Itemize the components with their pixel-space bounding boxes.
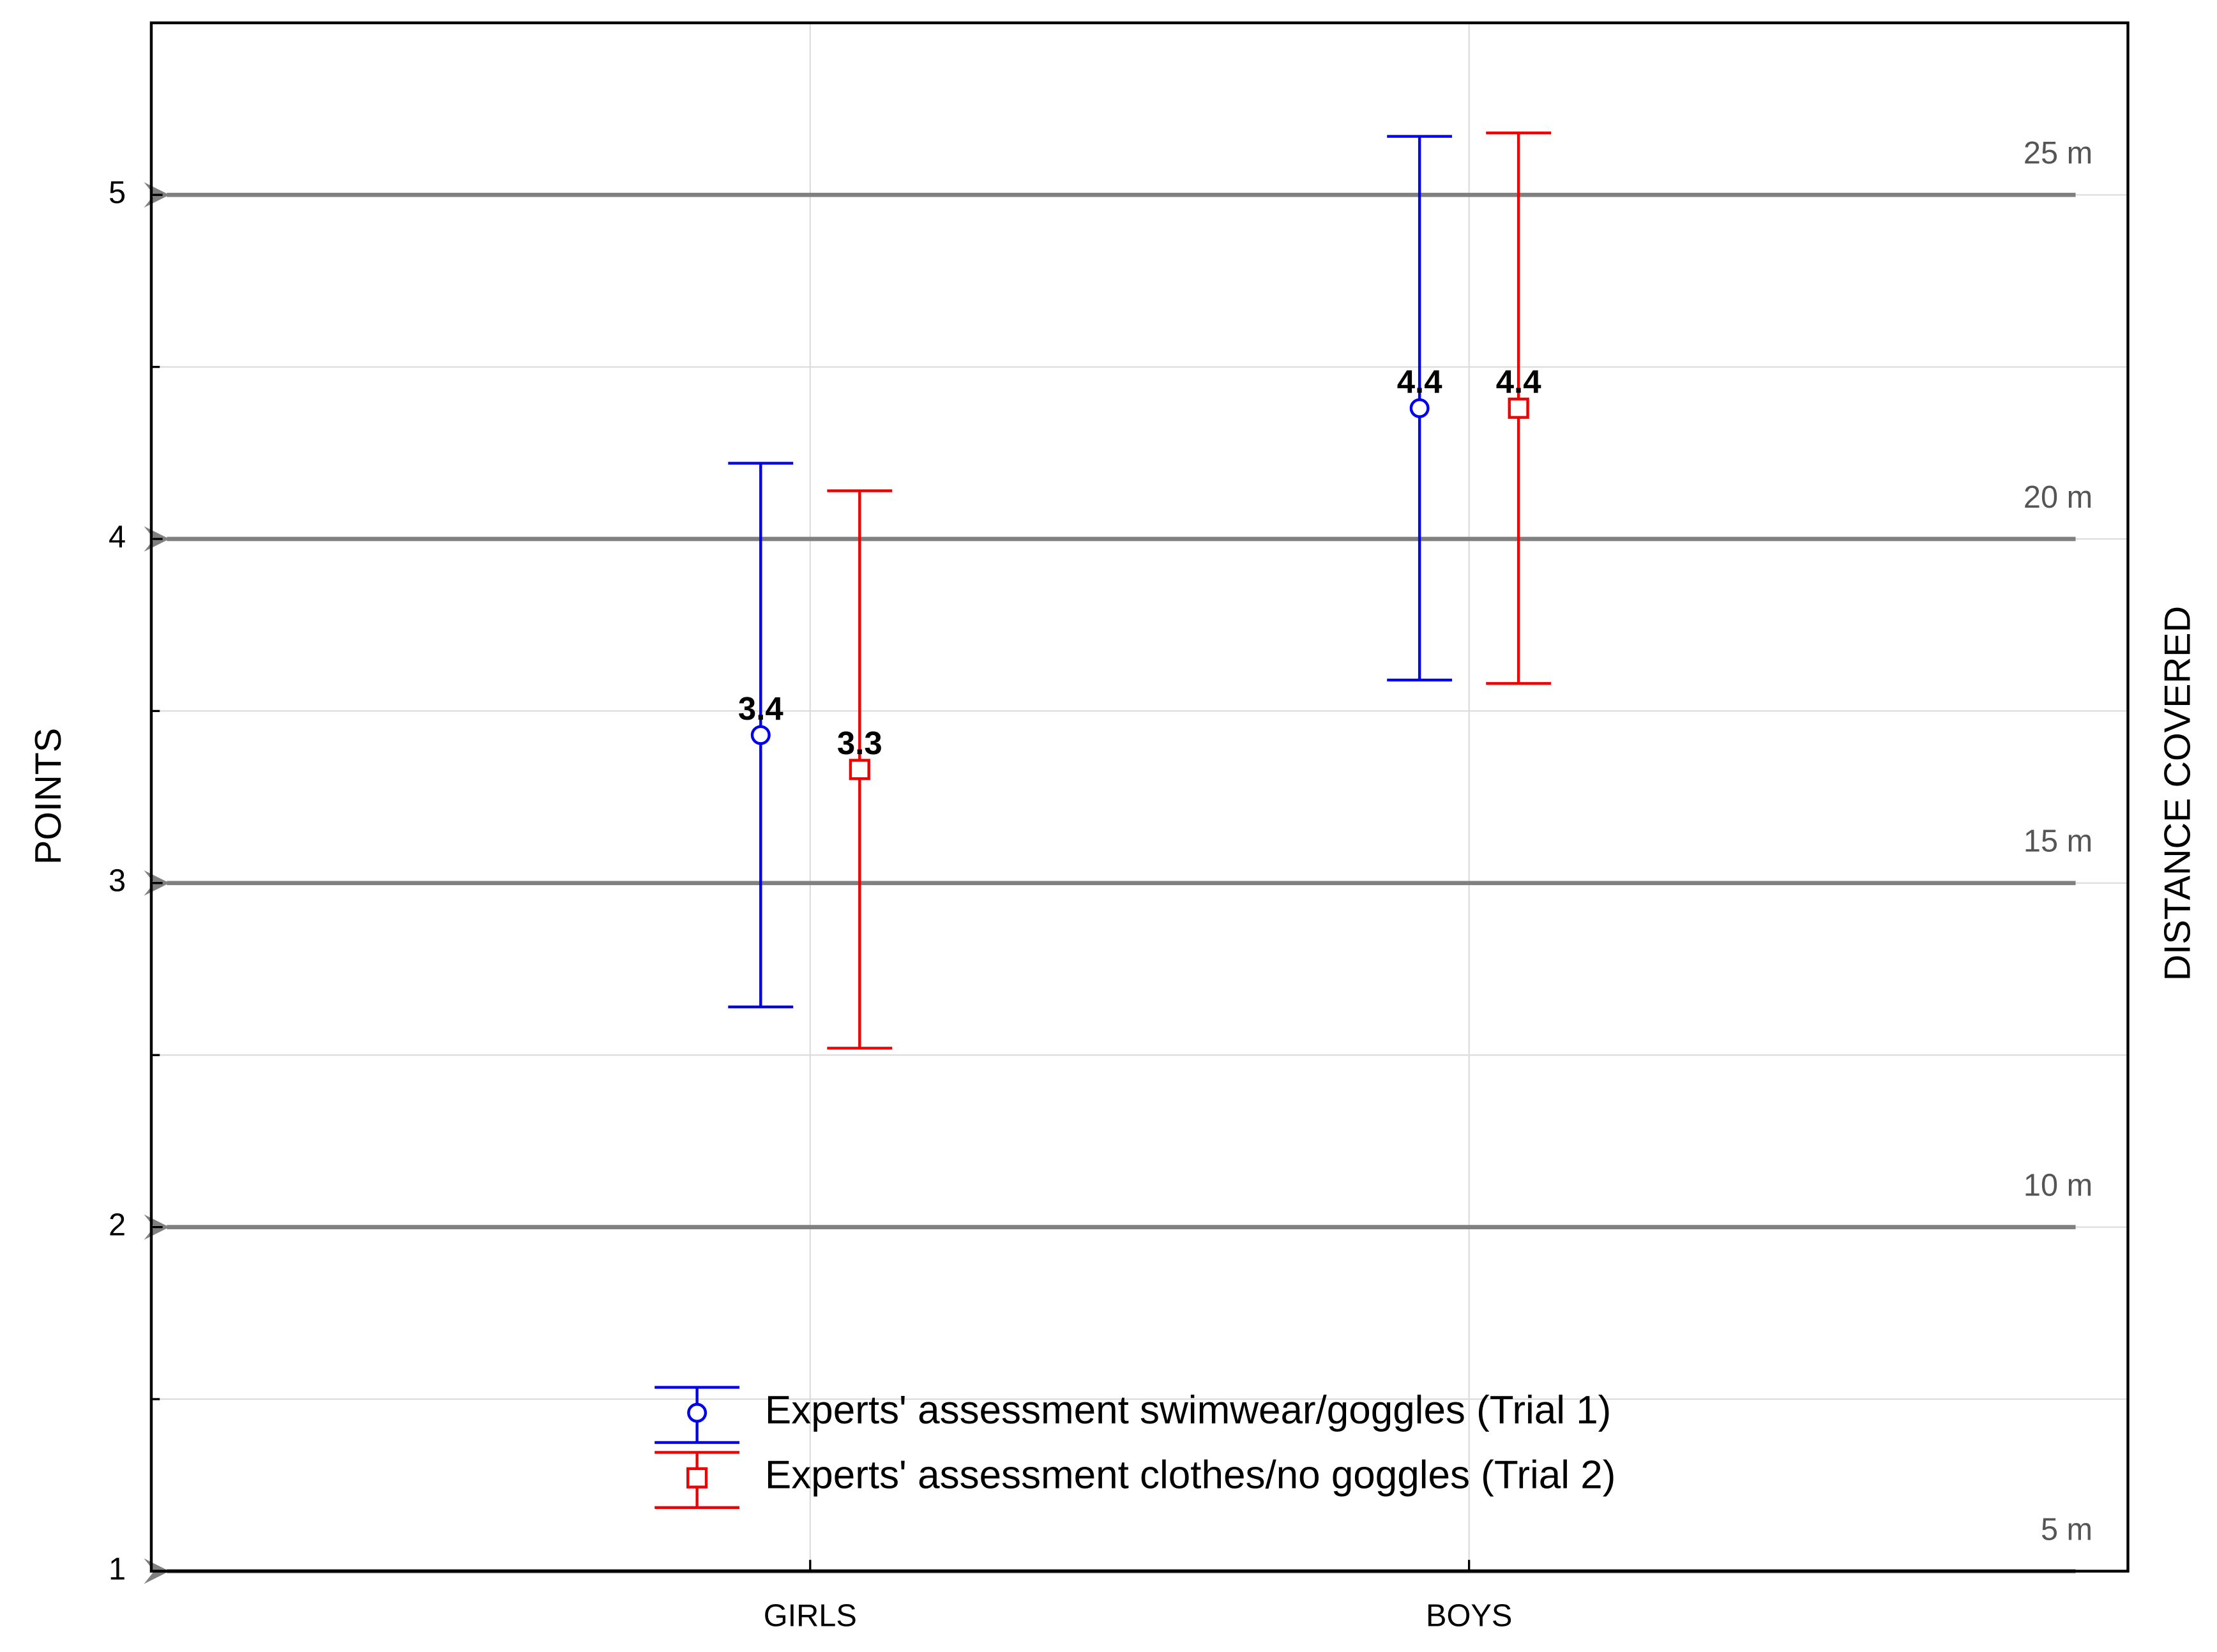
- y-tick-label: 2: [109, 1208, 126, 1242]
- point: [750, 725, 771, 745]
- point: [686, 1467, 708, 1489]
- value-label: 3.4: [738, 690, 783, 727]
- point: [1409, 398, 1430, 418]
- y-axis-title: POINTS: [28, 728, 69, 865]
- value-label: 4.4: [1496, 363, 1541, 400]
- y-tick-label: 1: [109, 1552, 126, 1586]
- value-label: 4.4: [1397, 363, 1442, 400]
- legend: Experts' assessment swimwear/goggles (Tr…: [655, 1386, 1615, 1509]
- reference-label: 20 m: [2024, 480, 2092, 515]
- point: [1508, 397, 1529, 419]
- y-tick-label: 4: [109, 520, 126, 554]
- reference-label: 25 m: [2024, 136, 2092, 171]
- y-tick-label: 5: [109, 176, 126, 210]
- y2-axis-title: DISTANCE COVERED: [2158, 606, 2198, 981]
- x-tick-label: BOYS: [1426, 1598, 1512, 1633]
- legend-label: Experts' assessment clothes/no goggles (…: [765, 1453, 1615, 1497]
- reference-label: 15 m: [2024, 824, 2092, 859]
- point: [849, 759, 870, 780]
- value-label: 3.3: [837, 725, 882, 761]
- y-tick-label: 3: [109, 864, 126, 898]
- reference-label: 5 m: [2041, 1512, 2092, 1547]
- x-tick-label: GIRLS: [764, 1598, 857, 1633]
- plot-frame: [149, 21, 2130, 1573]
- legend-label: Experts' assessment swimwear/goggles (Tr…: [765, 1388, 1611, 1432]
- point: [687, 1402, 707, 1423]
- reference-label: 10 m: [2024, 1168, 2092, 1202]
